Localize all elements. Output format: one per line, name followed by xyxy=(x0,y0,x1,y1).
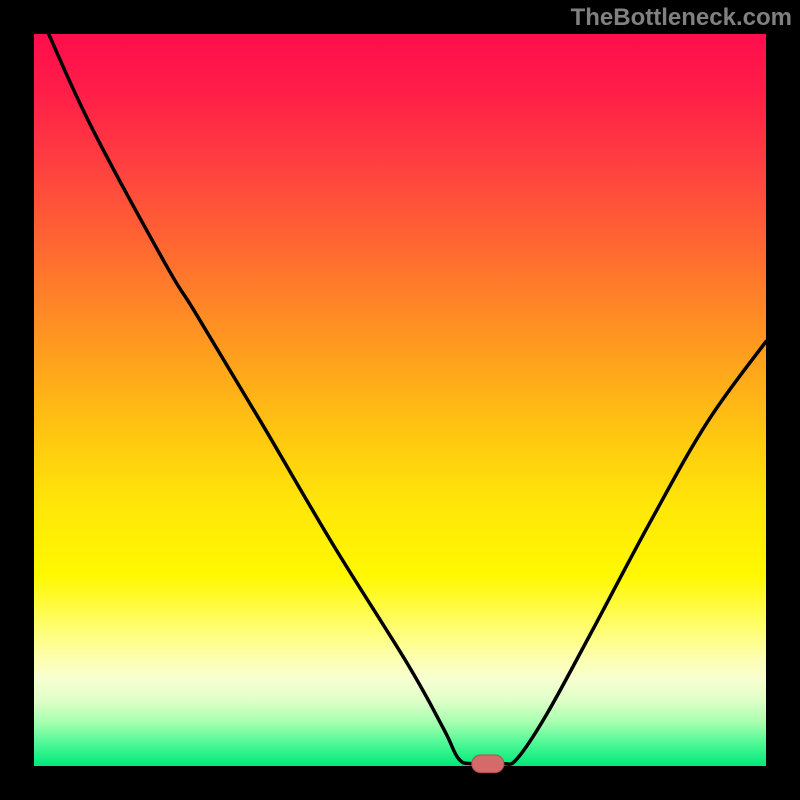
optimal-marker xyxy=(472,755,504,773)
watermark-text: TheBottleneck.com xyxy=(571,4,792,32)
bottleneck-chart xyxy=(0,0,800,800)
chart-container: TheBottleneck.com xyxy=(0,0,800,800)
plot-background xyxy=(34,34,766,766)
